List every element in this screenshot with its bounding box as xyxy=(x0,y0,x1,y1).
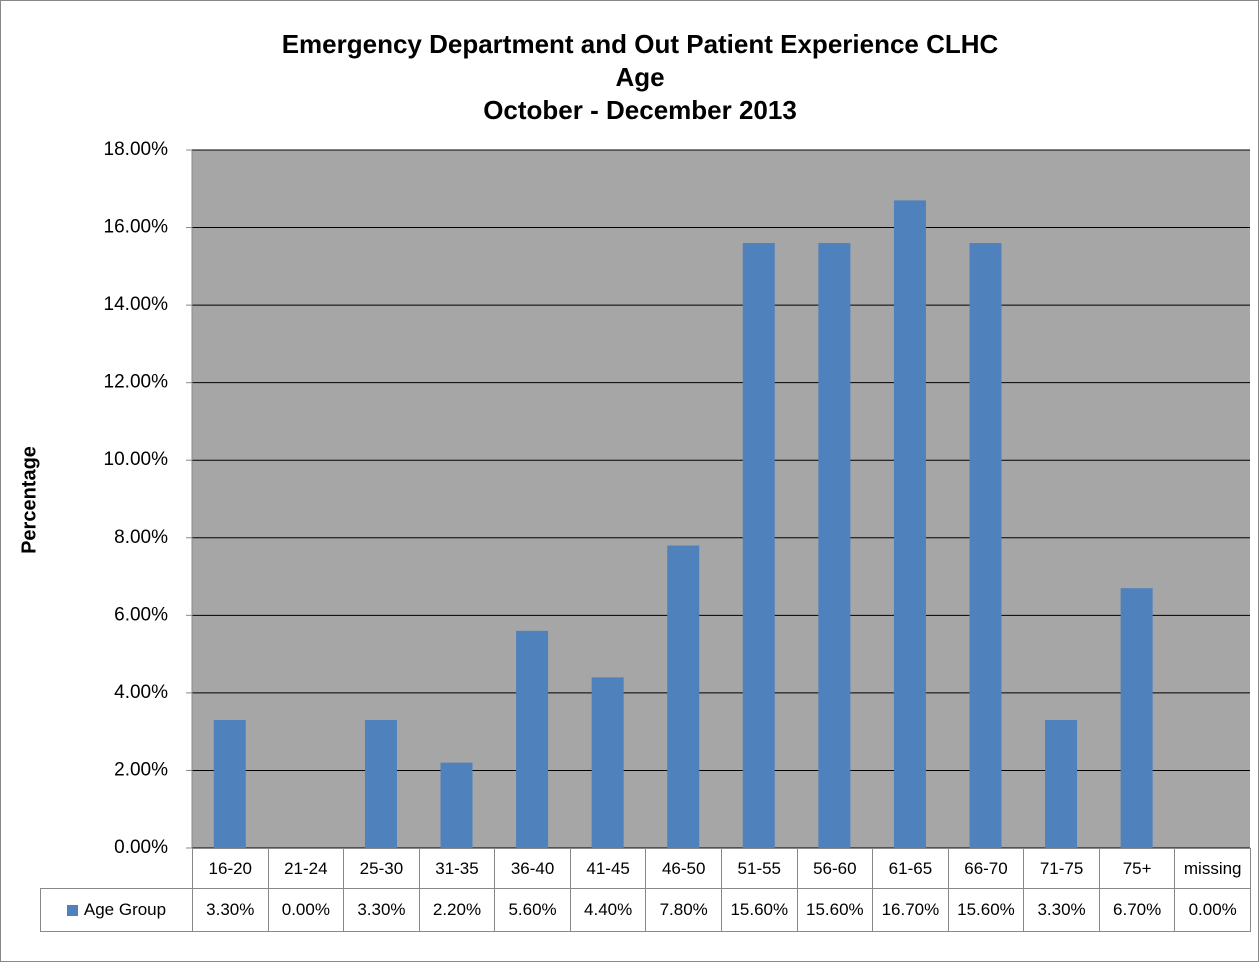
x-tick-label: 36-40 xyxy=(494,848,571,889)
x-tick-label: 71-75 xyxy=(1023,848,1100,889)
bar xyxy=(893,200,926,848)
x-tick-label: 46-50 xyxy=(645,848,722,889)
data-label: 5.60% xyxy=(494,888,571,932)
y-tick-label: 6.00% xyxy=(114,604,168,625)
data-label: 7.80% xyxy=(645,888,722,932)
x-tick-label: 51-55 xyxy=(721,848,798,889)
plot-area xyxy=(192,150,1250,848)
bar xyxy=(969,243,1002,849)
y-tick-label: 8.00% xyxy=(114,527,168,548)
data-label: 16.70% xyxy=(872,888,949,932)
bar xyxy=(818,243,851,849)
data-label: 0.00% xyxy=(1174,888,1251,932)
data-label: 3.30% xyxy=(192,888,269,932)
data-label: 15.60% xyxy=(796,888,874,932)
data-label: 3.30% xyxy=(1023,888,1100,932)
x-tick-label: 75+ xyxy=(1098,848,1176,889)
y-tick-label: 14.00% xyxy=(104,294,169,315)
x-tick-label: missing xyxy=(1174,848,1251,889)
data-label: 4.40% xyxy=(569,888,647,932)
bar xyxy=(213,720,246,848)
y-tick-label: 0.00% xyxy=(114,837,168,858)
bar xyxy=(591,677,624,848)
x-tick-label: 31-35 xyxy=(418,848,496,889)
x-tick-label: 56-60 xyxy=(796,848,874,889)
y-tick-label: 2.00% xyxy=(114,759,168,780)
bar xyxy=(516,630,549,848)
bar xyxy=(1045,720,1078,848)
y-tick-label: 18.00% xyxy=(104,139,169,160)
legend-label: Age Group xyxy=(83,900,167,919)
bar xyxy=(1120,588,1153,848)
x-tick-label: 16-20 xyxy=(192,848,269,889)
bar xyxy=(440,762,473,848)
data-label: 6.70% xyxy=(1098,888,1176,932)
x-tick-label: 25-30 xyxy=(343,848,420,889)
x-tick-label: 66-70 xyxy=(947,848,1025,889)
chart-title: October - December 2013 xyxy=(483,95,797,125)
x-tick-label: 61-65 xyxy=(872,848,949,889)
bar xyxy=(667,545,700,848)
chart-title: Emergency Department and Out Patient Exp… xyxy=(282,29,999,59)
bar xyxy=(364,720,397,848)
x-tick-label: 21-24 xyxy=(267,848,345,889)
y-tick-label: 10.00% xyxy=(104,449,169,470)
y-tick-label: 16.00% xyxy=(104,217,169,238)
chart-title: Age xyxy=(615,62,664,92)
data-label: 3.30% xyxy=(343,888,420,932)
legend-key xyxy=(66,904,78,916)
y-axis-label: Percentage xyxy=(18,446,40,554)
data-label: 15.60% xyxy=(947,888,1025,932)
data-label: 15.60% xyxy=(721,888,798,932)
x-tick-label: 41-45 xyxy=(569,848,647,889)
data-label: 2.20% xyxy=(418,888,496,932)
y-tick-label: 12.00% xyxy=(104,372,169,393)
y-tick-label: 4.00% xyxy=(114,682,168,703)
bar xyxy=(742,243,775,849)
legend-entry: Age Group xyxy=(40,888,193,932)
data-label: 0.00% xyxy=(267,888,345,932)
